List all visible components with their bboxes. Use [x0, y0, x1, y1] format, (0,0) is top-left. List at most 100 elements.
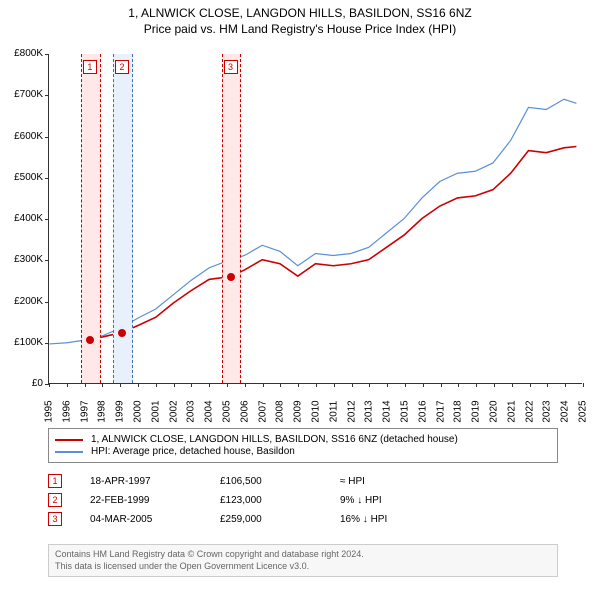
xtick-mark [565, 383, 566, 387]
transaction-marker-icon: 3 [224, 60, 238, 74]
xtick-mark [476, 383, 477, 387]
transaction-delta: 16% ↓ HPI [340, 514, 440, 525]
xtick-mark [298, 383, 299, 387]
xtick-mark [49, 383, 50, 387]
transaction-delta: ≈ HPI [340, 476, 440, 487]
xtick-label: 2007 [257, 397, 268, 427]
xtick-mark [316, 383, 317, 387]
xtick-mark [67, 383, 68, 387]
xtick-mark [191, 383, 192, 387]
xtick-label: 1998 [97, 397, 108, 427]
legend-swatch [55, 451, 83, 453]
footer-line: This data is licensed under the Open Gov… [55, 561, 551, 573]
xtick-label: 2022 [524, 397, 535, 427]
xtick-label: 2000 [133, 397, 144, 427]
ytick-label: £400K [3, 213, 43, 224]
xtick-mark [352, 383, 353, 387]
xtick-label: 2002 [168, 397, 179, 427]
xtick-label: 2001 [150, 397, 161, 427]
transaction-row: 2 22-FEB-1999 £123,000 9% ↓ HPI [48, 492, 558, 508]
legend: 1, ALNWICK CLOSE, LANGDON HILLS, BASILDO… [48, 428, 558, 463]
legend-label: HPI: Average price, detached house, Basi… [91, 446, 295, 457]
xtick-label: 2005 [222, 397, 233, 427]
transactions-table: 1 18-APR-1997 £106,500 ≈ HPI 2 22-FEB-19… [48, 470, 558, 530]
xtick-mark [387, 383, 388, 387]
data-point-marker [118, 329, 126, 337]
ytick-mark [45, 219, 49, 220]
ytick-label: £100K [3, 337, 43, 348]
xtick-mark [423, 383, 424, 387]
ytick-label: £500K [3, 172, 43, 183]
xtick-mark [138, 383, 139, 387]
xtick-label: 2003 [186, 397, 197, 427]
legend-label: 1, ALNWICK CLOSE, LANGDON HILLS, BASILDO… [91, 434, 458, 445]
ytick-mark [45, 137, 49, 138]
xtick-label: 2015 [400, 397, 411, 427]
title-line1: 1, ALNWICK CLOSE, LANGDON HILLS, BASILDO… [0, 6, 600, 22]
xtick-mark [85, 383, 86, 387]
highlight-band [81, 54, 101, 383]
xtick-label: 1999 [115, 397, 126, 427]
transaction-marker: 1 [48, 474, 62, 488]
xtick-label: 2006 [239, 397, 250, 427]
chart-title: 1, ALNWICK CLOSE, LANGDON HILLS, BASILDO… [0, 0, 600, 37]
xtick-mark [120, 383, 121, 387]
xtick-label: 2011 [328, 397, 339, 427]
ytick-mark [45, 95, 49, 96]
ytick-label: £700K [3, 89, 43, 100]
attribution-footer: Contains HM Land Registry data © Crown c… [48, 544, 558, 577]
xtick-label: 2010 [311, 397, 322, 427]
ytick-mark [45, 343, 49, 344]
xtick-mark [334, 383, 335, 387]
xtick-label: 1997 [79, 397, 90, 427]
xtick-mark [263, 383, 264, 387]
xtick-mark [512, 383, 513, 387]
legend-swatch [55, 439, 83, 441]
xtick-label: 2020 [489, 397, 500, 427]
xtick-label: 2009 [293, 397, 304, 427]
data-point-marker [227, 273, 235, 281]
xtick-label: 2004 [204, 397, 215, 427]
xtick-mark [547, 383, 548, 387]
transaction-delta: 9% ↓ HPI [340, 495, 440, 506]
data-point-marker [86, 336, 94, 344]
xtick-mark [530, 383, 531, 387]
xtick-label: 2012 [346, 397, 357, 427]
transaction-marker: 2 [48, 493, 62, 507]
xtick-label: 2021 [506, 397, 517, 427]
ytick-mark [45, 178, 49, 179]
xtick-mark [405, 383, 406, 387]
transaction-date: 18-APR-1997 [90, 476, 220, 487]
transaction-date: 22-FEB-1999 [90, 495, 220, 506]
highlight-band [222, 54, 242, 383]
xtick-label: 2013 [364, 397, 375, 427]
xtick-mark [494, 383, 495, 387]
xtick-mark [441, 383, 442, 387]
ytick-mark [45, 54, 49, 55]
title-line2: Price paid vs. HM Land Registry's House … [0, 22, 600, 38]
xtick-label: 2024 [560, 397, 571, 427]
ytick-mark [45, 302, 49, 303]
ytick-label: £600K [3, 131, 43, 142]
xtick-mark [174, 383, 175, 387]
xtick-mark [102, 383, 103, 387]
xtick-mark [280, 383, 281, 387]
series-line-price_paid [90, 147, 576, 340]
xtick-mark [156, 383, 157, 387]
transaction-marker: 3 [48, 512, 62, 526]
xtick-mark [369, 383, 370, 387]
ytick-mark [45, 260, 49, 261]
transaction-marker-icon: 1 [83, 60, 97, 74]
xtick-label: 2023 [542, 397, 553, 427]
transaction-price: £123,000 [220, 495, 340, 506]
xtick-mark [583, 383, 584, 387]
xtick-label: 1995 [44, 397, 55, 427]
xtick-mark [245, 383, 246, 387]
ytick-label: £800K [3, 48, 43, 59]
xtick-label: 2008 [275, 397, 286, 427]
transaction-row: 3 04-MAR-2005 £259,000 16% ↓ HPI [48, 511, 558, 527]
transaction-price: £106,500 [220, 476, 340, 487]
transaction-date: 04-MAR-2005 [90, 514, 220, 525]
ytick-label: £200K [3, 296, 43, 307]
ytick-label: £0 [3, 378, 43, 389]
